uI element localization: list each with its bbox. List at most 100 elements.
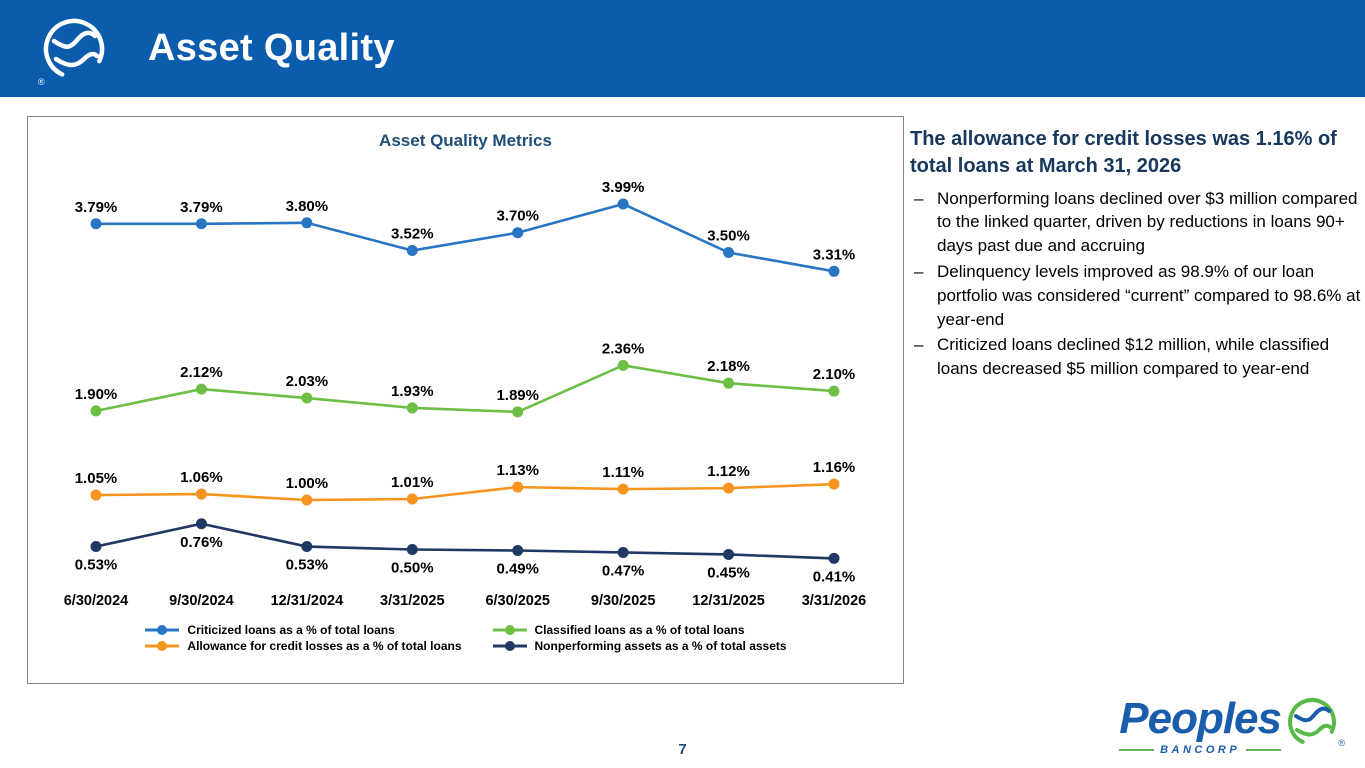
legend-label: Allowance for credit losses as a % of to… xyxy=(187,639,462,653)
chart-point xyxy=(617,359,629,371)
chart-point xyxy=(301,392,313,404)
data-label: 3.31% xyxy=(813,246,856,263)
data-label: 1.89% xyxy=(496,387,539,404)
emblem-swirl-icon xyxy=(43,18,105,79)
legend-item: Criticized loans as a % of total loans xyxy=(144,623,461,637)
chart-line xyxy=(96,202,835,273)
data-label: 2.12% xyxy=(180,364,223,381)
data-label: 1.12% xyxy=(707,463,750,480)
data-label: 3.99% xyxy=(602,179,645,196)
x-axis-label: 3/31/2025 xyxy=(380,593,445,609)
bullet-list: – Nonperforming loans declined over $3 m… xyxy=(910,187,1362,381)
legend-item: Allowance for credit losses as a % of to… xyxy=(144,639,462,653)
data-label: 0.53% xyxy=(75,557,118,574)
legend-label: Criticized loans as a % of total loans xyxy=(187,623,395,637)
data-label: 0.45% xyxy=(707,564,750,581)
bullet-text: Delinquency levels improved as 98.9% of … xyxy=(937,261,1361,329)
data-label: 2.10% xyxy=(813,366,856,383)
slide-title: Asset Quality xyxy=(148,27,395,69)
chart-point xyxy=(828,385,840,397)
brand-swirl-icon xyxy=(1288,698,1336,746)
header-bar: ® Asset Quality xyxy=(0,0,1365,97)
x-axis-label: 3/31/2026 xyxy=(802,593,867,609)
chart-point xyxy=(195,383,207,395)
chart-point xyxy=(828,265,840,277)
chart-point xyxy=(512,227,524,239)
chart-point xyxy=(90,489,102,501)
data-label: 0.49% xyxy=(496,560,539,577)
chart-point xyxy=(723,482,735,494)
chart-point xyxy=(723,548,735,560)
data-label: 1.00% xyxy=(286,475,329,492)
chart-point xyxy=(617,483,629,495)
x-axis-label: 12/31/2025 xyxy=(692,593,765,609)
chart-point xyxy=(195,518,207,530)
x-axis-label: 9/30/2024 xyxy=(169,593,234,609)
bullet-item: – Criticized loans declined $12 million,… xyxy=(910,333,1362,381)
data-label: 1.16% xyxy=(813,459,856,476)
chart-point xyxy=(723,247,735,258)
legend-marker-icon xyxy=(492,625,527,635)
data-label: 0.53% xyxy=(286,557,329,574)
data-label: 0.47% xyxy=(602,562,645,579)
chart-point xyxy=(406,402,418,414)
chart-point xyxy=(195,488,207,500)
chart-point xyxy=(512,481,524,493)
data-label: 0.41% xyxy=(813,568,856,585)
bullet-text: Nonperforming loans declined over $3 mil… xyxy=(937,188,1358,256)
chart-point xyxy=(90,541,102,553)
legend-marker-icon xyxy=(145,641,180,651)
chart-line xyxy=(95,364,835,414)
peoples-emblem-icon: ® xyxy=(38,15,108,87)
chart-line xyxy=(95,482,835,502)
data-label: 1.13% xyxy=(496,462,539,479)
chart-point xyxy=(301,217,313,229)
x-axis-label: 9/30/2025 xyxy=(591,593,656,609)
bullet-item: – Nonperforming loans declined over $3 m… xyxy=(910,187,1362,258)
page-number: 7 xyxy=(678,741,687,758)
peoples-bancorp-logo: Peoples BANCORP ® xyxy=(1119,697,1345,756)
legend-label: Nonperforming assets as a % of total ass… xyxy=(534,639,787,653)
brand-rule-left xyxy=(1119,748,1155,752)
legend-marker-icon xyxy=(145,625,180,635)
chart-point xyxy=(512,544,524,556)
chart-panel: Asset Quality Metrics 6/30/2024 9/30/2024… xyxy=(27,116,904,684)
bullet-dash: – xyxy=(914,188,924,208)
chart-point xyxy=(90,405,102,417)
chart-point xyxy=(90,218,102,230)
chart-point xyxy=(828,478,840,490)
bullet-dash: – xyxy=(914,335,924,355)
chart-point xyxy=(301,541,313,553)
chart-point xyxy=(828,552,840,564)
bullet-text: Criticized loans declined $12 million, w… xyxy=(937,335,1330,379)
legend-label: Classified loans as a % of total loans xyxy=(534,623,745,637)
chart-title: Asset Quality Metrics xyxy=(379,131,552,150)
chart-line xyxy=(95,522,835,560)
data-label: 2.36% xyxy=(602,340,645,357)
data-label: 1.90% xyxy=(75,386,118,403)
chart-point xyxy=(406,245,418,257)
brand-rule-right xyxy=(1246,748,1281,752)
data-label: 3.79% xyxy=(75,199,118,216)
x-axis-label: 12/31/2024 xyxy=(271,593,344,609)
chart-point xyxy=(406,544,418,555)
data-label: 2.18% xyxy=(707,358,750,375)
data-label: 1.05% xyxy=(75,470,118,487)
asset-quality-line-chart: 6/30/2024 9/30/2024 12/31/2024 3/31/2025 6/3… xyxy=(64,179,867,609)
registered-mark: ® xyxy=(38,76,45,87)
data-label: 1.01% xyxy=(391,474,434,491)
chart-point xyxy=(512,406,524,418)
chart-point xyxy=(617,198,629,210)
commentary-panel: The allowance for credit losses was 1.16… xyxy=(910,126,1362,383)
chart-point xyxy=(301,494,313,506)
data-label: 0.50% xyxy=(391,560,434,577)
data-label: 3.52% xyxy=(391,226,434,243)
x-axis-label: 6/30/2025 xyxy=(485,593,550,609)
data-label: 3.79% xyxy=(180,199,223,216)
data-label: 3.50% xyxy=(707,228,750,245)
data-label: 3.80% xyxy=(286,198,329,215)
brand-subtext: BANCORP xyxy=(1160,744,1241,756)
commentary-heading: The allowance for credit losses was 1.16… xyxy=(910,128,1337,177)
x-axis-label: 6/30/2024 xyxy=(64,593,129,609)
